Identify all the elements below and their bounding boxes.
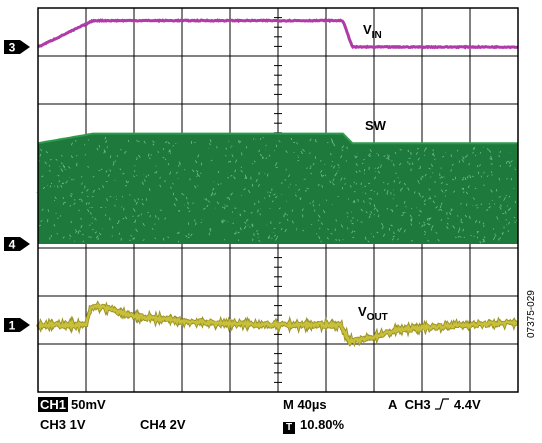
- ch1-badge: CH1: [38, 397, 69, 412]
- channel-1-label: 1: [9, 319, 16, 333]
- sw-label: SW: [365, 118, 387, 133]
- figure-id: 07375-029: [526, 290, 537, 338]
- vin-trace: [36, 18, 519, 50]
- ch3-scale: CH3 1V: [40, 417, 86, 432]
- ch4-scale: CH4 2V: [140, 417, 186, 432]
- trigger-setting: A CH3 4.4V: [388, 397, 481, 412]
- rising-edge-icon: [435, 398, 450, 410]
- trigger-prefix: A: [388, 397, 398, 412]
- trigger-position: T 10.80%: [283, 417, 344, 434]
- channel-4-marker: 4: [4, 237, 30, 252]
- sw-band: [38, 133, 518, 244]
- vout-trace: [36, 302, 518, 346]
- channel-1-marker: 1: [4, 318, 30, 333]
- channel-3-label: 3: [9, 41, 16, 55]
- trigger-channel: CH3: [404, 397, 431, 412]
- trigger-level: 4.4V: [453, 397, 481, 412]
- plot-border: [37, 7, 519, 393]
- traces: [35, 18, 519, 348]
- ch1-scale: CH1 50mV: [38, 397, 106, 412]
- channel-4-label: 4: [9, 238, 16, 252]
- trigger-marker-icon: T: [283, 422, 295, 434]
- channel-3-marker: 3: [4, 40, 30, 55]
- channel-markers: 3 4 1: [4, 40, 30, 333]
- ch1-scale-value: 50mV: [71, 397, 106, 412]
- timebase: M 40µs: [283, 397, 327, 412]
- sw-envelope: [37, 132, 518, 145]
- trigger-position-value: 10.80%: [300, 417, 345, 432]
